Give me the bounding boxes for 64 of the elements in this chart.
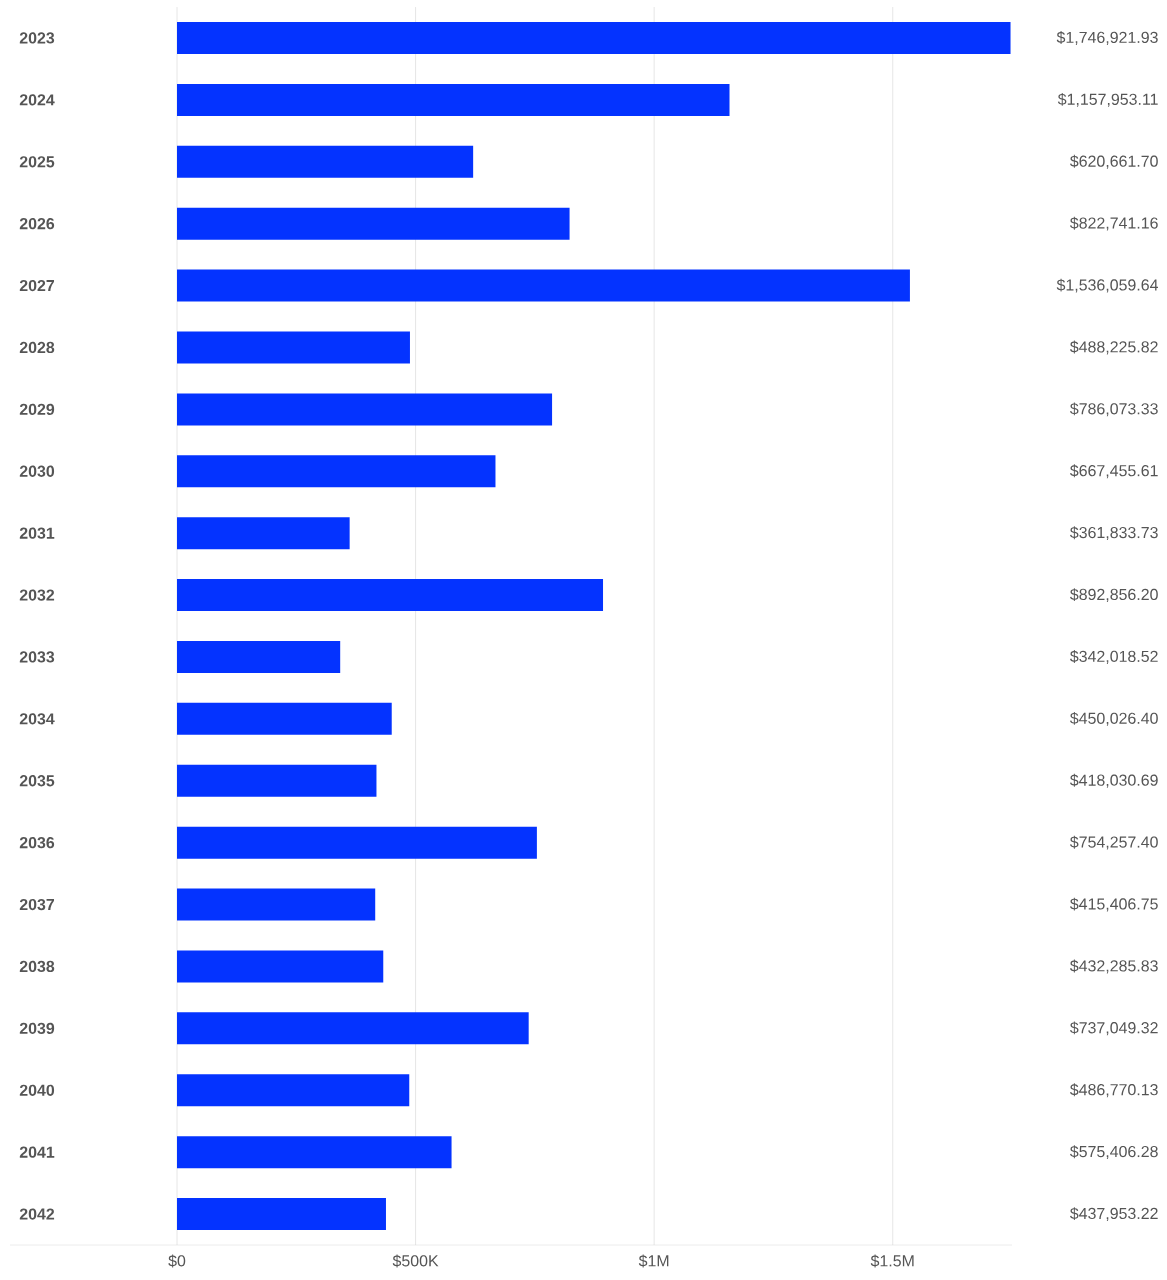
bar — [177, 207, 570, 240]
y-tick-label: 2035 — [19, 775, 55, 787]
y-tick-label: 2036 — [19, 837, 55, 849]
bar — [177, 1136, 452, 1169]
y-tick-label: 2042 — [19, 1208, 55, 1220]
x-tick-label: $500K — [392, 1254, 439, 1268]
y-tick-label: 2041 — [19, 1146, 55, 1158]
data-label: $486,770.13 — [1070, 1083, 1158, 1098]
data-label: $1,746,921.93 — [1056, 31, 1158, 45]
data-label: $415,406.75 — [1070, 897, 1158, 912]
bar — [177, 764, 377, 797]
data-label: $361,833.73 — [1070, 526, 1158, 541]
data-label: $754,257.40 — [1070, 835, 1158, 850]
y-tick-label: 2025 — [19, 156, 55, 168]
y-tick-label: 2037 — [19, 898, 55, 911]
y-tick-label: 2040 — [19, 1084, 55, 1096]
x-tick-label: $0 — [168, 1254, 186, 1268]
x-tick-label: $1M — [638, 1254, 669, 1268]
bar — [177, 640, 341, 673]
bar — [177, 21, 1011, 54]
data-label: $667,455.61 — [1070, 464, 1158, 479]
y-tick-label: 2029 — [19, 403, 55, 416]
y-tick-label: 2031 — [19, 527, 55, 539]
y-tick-label: 2028 — [19, 341, 55, 354]
y-tick-label: 2030 — [19, 465, 55, 477]
y-tick-label: 2033 — [19, 651, 55, 663]
bar — [177, 826, 537, 859]
bar — [177, 1074, 410, 1107]
data-label: $737,049.32 — [1070, 1021, 1158, 1036]
data-label: $575,406.28 — [1070, 1145, 1158, 1160]
bar — [177, 269, 910, 302]
bar — [177, 83, 730, 116]
y-tick-label: 2026 — [19, 218, 55, 230]
data-label: $432,285.83 — [1070, 959, 1158, 974]
y-tick-label: 2024 — [19, 94, 55, 106]
data-label: $822,741.16 — [1070, 216, 1158, 231]
bar — [177, 393, 553, 426]
bar — [177, 1012, 529, 1045]
bar — [177, 455, 496, 488]
y-tick-label: 2027 — [19, 279, 55, 292]
data-label: $892,856.20 — [1070, 588, 1158, 602]
data-label: $437,953.22 — [1070, 1207, 1158, 1221]
y-tick-label: 2039 — [19, 1022, 55, 1035]
x-tick-label: $1.5M — [870, 1254, 914, 1268]
bar — [177, 950, 384, 983]
bar — [177, 702, 392, 735]
y-tick-label: 2038 — [19, 960, 55, 973]
y-tick-label: 2032 — [19, 589, 55, 601]
bar — [177, 331, 410, 364]
bar — [177, 888, 376, 921]
data-label: $450,026.40 — [1070, 711, 1158, 726]
data-label: $418,030.69 — [1070, 773, 1158, 788]
bar — [177, 1198, 386, 1231]
bar — [177, 145, 474, 178]
data-label: $342,018.52 — [1070, 650, 1158, 664]
bar — [177, 579, 604, 612]
data-label: $620,661.70 — [1070, 154, 1158, 169]
data-label: $1,536,059.64 — [1056, 278, 1158, 293]
y-tick-label: 2034 — [19, 713, 55, 725]
data-label: $1,157,953.11 — [1057, 92, 1158, 107]
bar — [177, 517, 350, 550]
data-label: $488,225.82 — [1070, 340, 1158, 355]
data-label: $786,073.33 — [1070, 402, 1158, 417]
y-tick-label: 2023 — [19, 32, 55, 44]
